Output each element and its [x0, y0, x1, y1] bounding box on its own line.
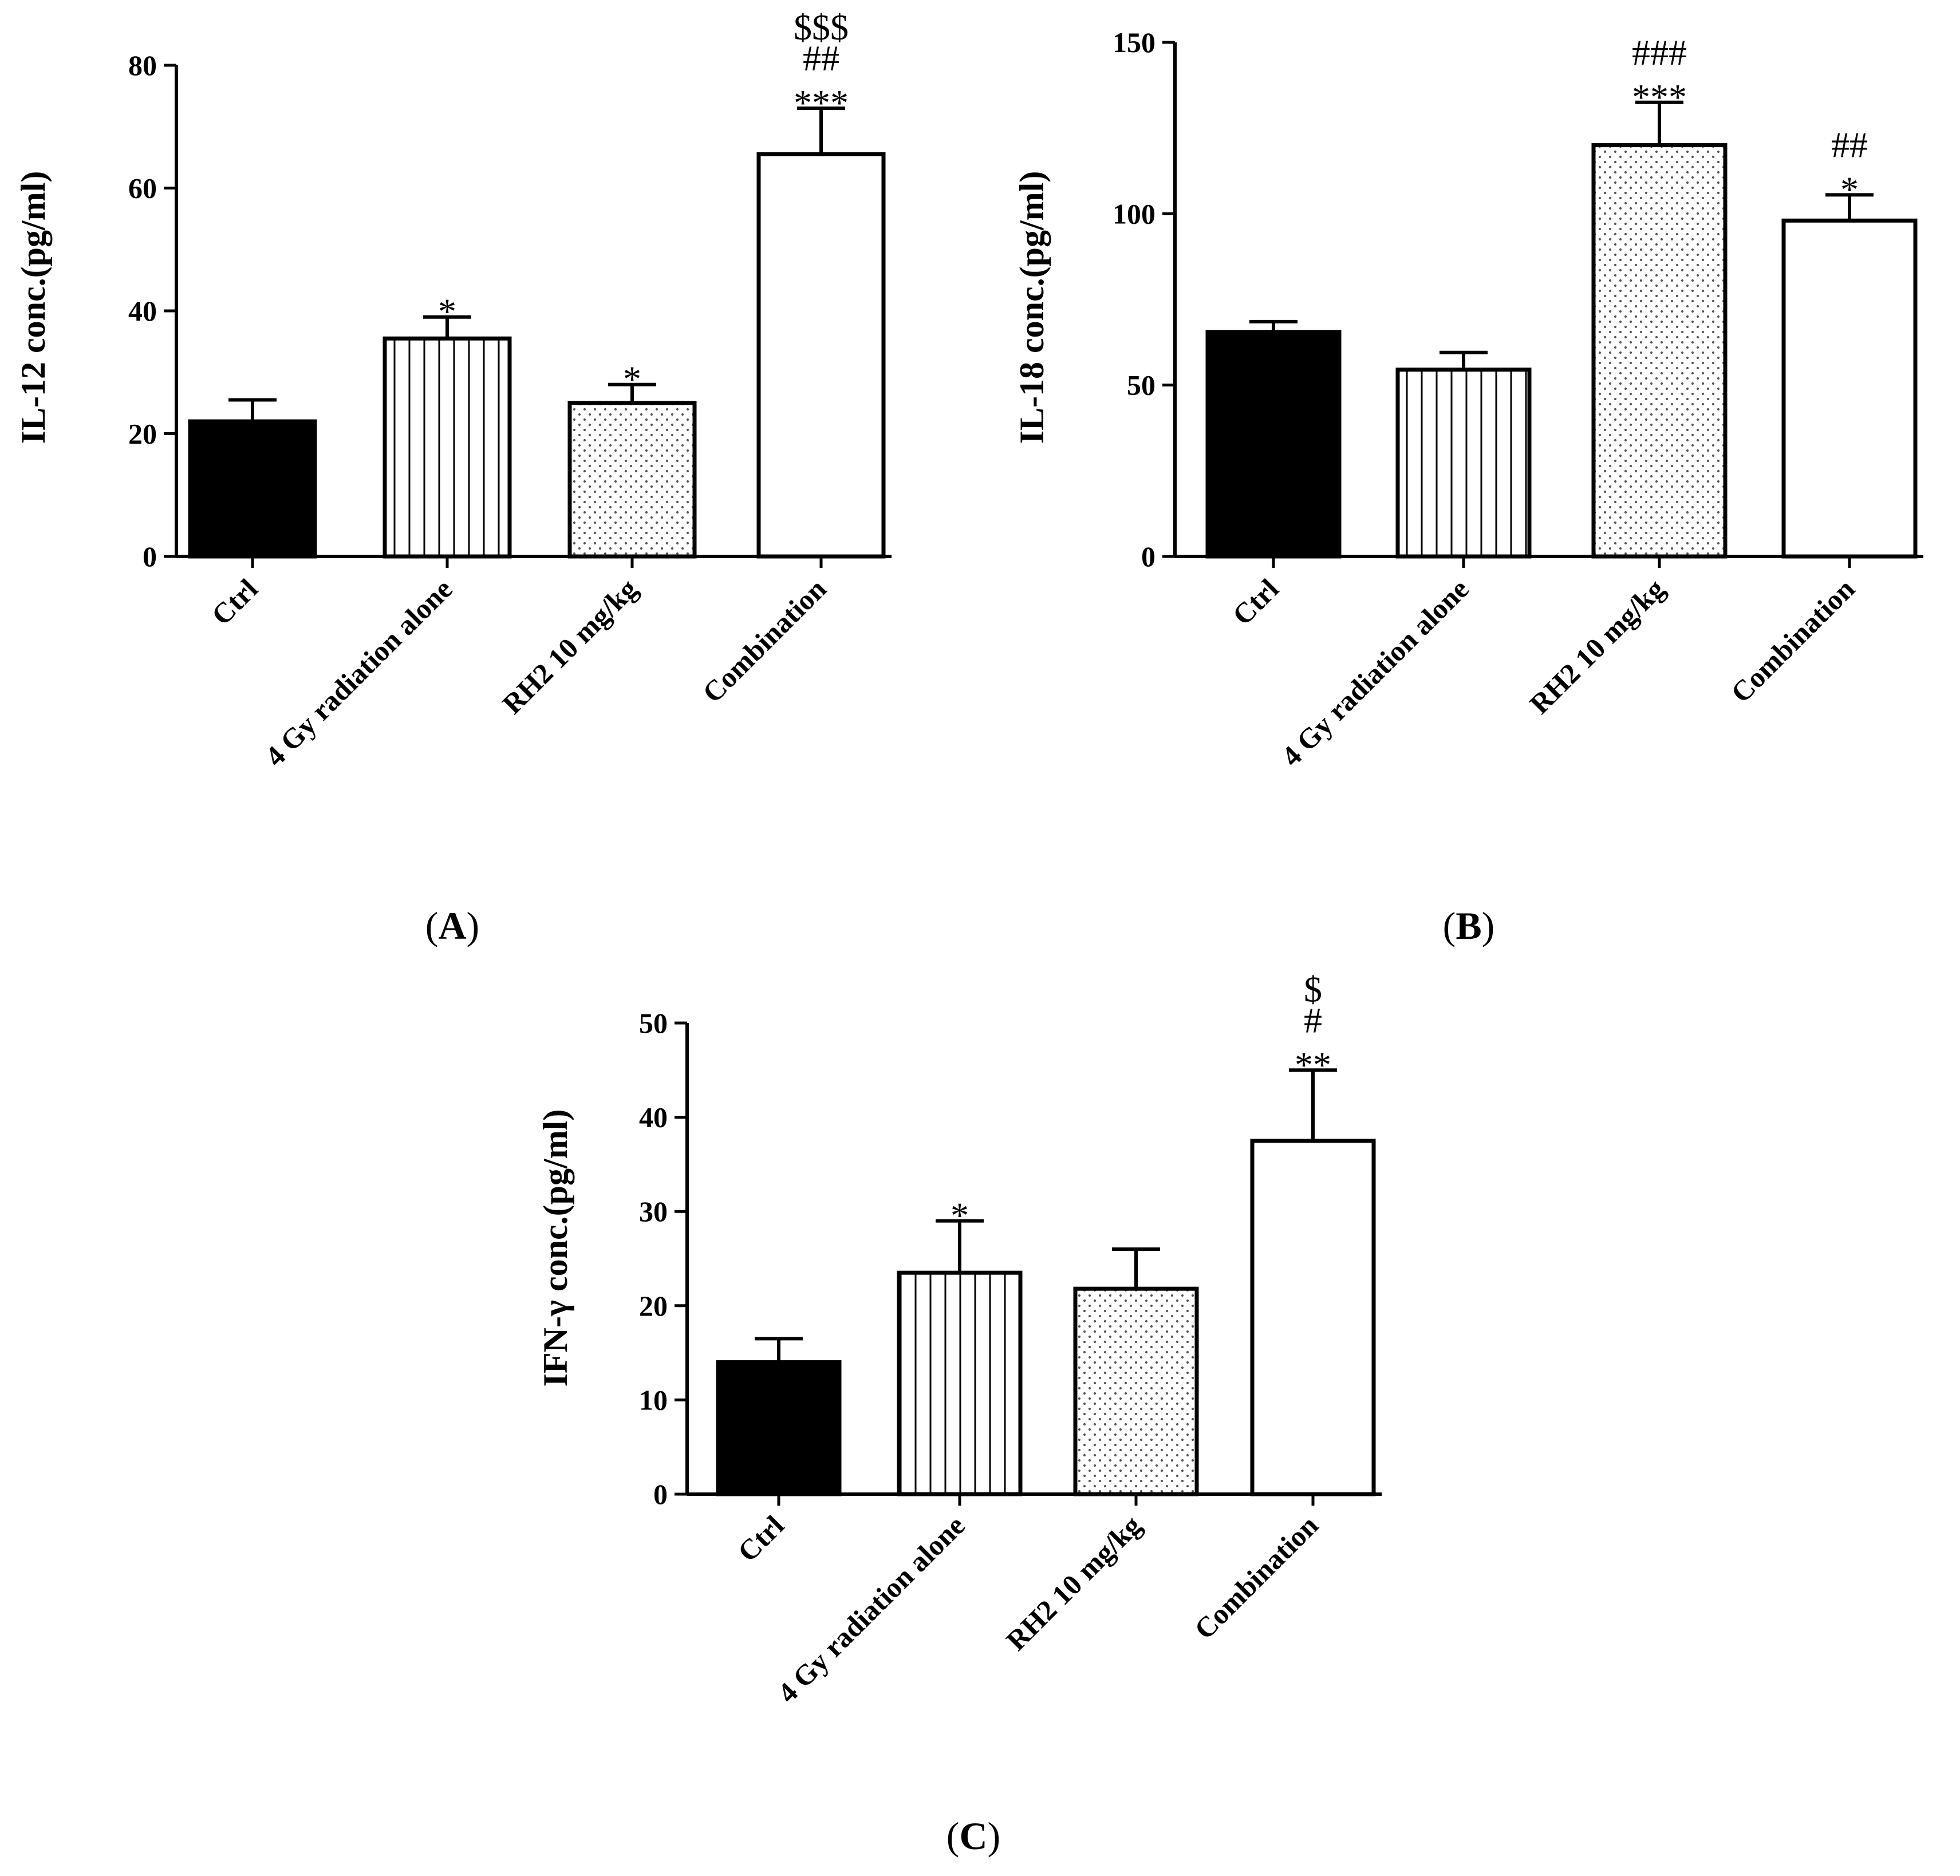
bar [1781, 218, 1918, 559]
y-tick-label: 100 [1113, 198, 1156, 230]
significance-label: ### [1632, 32, 1687, 73]
panel-label: (A) [425, 904, 479, 947]
panel-label: (C) [947, 1814, 1000, 1858]
panel-label: (B) [1443, 904, 1495, 947]
y-tick-label: 40 [128, 295, 157, 327]
y-tick-label: 0 [1141, 540, 1156, 572]
x-tick-label: Ctrl [205, 572, 263, 631]
y-axis-title: IL-12 conc.(pg/ml) [14, 171, 52, 444]
bar [716, 1360, 842, 1496]
x-tick-label: 4 Gy radiation alone [771, 1509, 971, 1709]
significance-label: ## [803, 38, 839, 78]
significance-label: *** [1632, 77, 1687, 117]
y-tick-label: 40 [639, 1101, 668, 1134]
significance-label: ## [1831, 124, 1868, 165]
significance-label: # [1304, 1000, 1322, 1040]
bar [1395, 368, 1532, 559]
bar [188, 419, 317, 559]
y-axis-title: IFN-γ conc.(pg/ml) [537, 1109, 574, 1387]
y-tick-label: 80 [128, 49, 157, 81]
x-tick-label: RH2 10 mg/kg [1523, 572, 1671, 720]
y-tick-label: 0 [653, 1478, 668, 1510]
significance-label: * [623, 359, 641, 400]
y-tick-label: 60 [128, 172, 157, 204]
y-tick-label: 30 [639, 1195, 668, 1227]
bar [897, 1270, 1023, 1496]
x-tick-label: RH2 10 mg/kg [1000, 1509, 1147, 1657]
bar [1205, 330, 1342, 559]
significance-label: $ [1304, 969, 1322, 1009]
bar [567, 401, 697, 559]
x-tick-label: Combination [1725, 572, 1861, 709]
significance-label: * [951, 1195, 969, 1236]
x-tick-label: Ctrl [731, 1509, 790, 1567]
panel-c-chart: IFN-γ conc.(pg/ml) (C) 0 10 20 30 40 50 Ctrl4 … [537, 969, 1382, 1858]
y-tick-label: 10 [639, 1384, 668, 1416]
bar [382, 336, 512, 559]
x-tick-label: 4 Gy radiation alone [259, 572, 459, 772]
y-tick-label: 20 [639, 1290, 668, 1322]
significance-label: $$$ [794, 7, 849, 48]
x-tick-label: RH2 10 mg/kg [496, 572, 644, 720]
significance-label: * [1840, 169, 1859, 210]
y-tick-label: 50 [639, 1007, 668, 1039]
significance-label: ** [1295, 1044, 1331, 1085]
significance-label: *** [794, 82, 849, 123]
y-tick-label: 20 [128, 418, 157, 450]
x-tick-label: Combination [696, 572, 833, 709]
significance-label: * [438, 291, 456, 332]
bar [1591, 143, 1728, 559]
x-tick-label: Ctrl [1226, 572, 1284, 631]
y-tick-label: 150 [1113, 26, 1156, 58]
x-tick-label: Combination [1188, 1509, 1324, 1645]
bar [1250, 1139, 1376, 1496]
y-axis-title: IL-18 conc.(pg/ml) [1013, 171, 1051, 444]
bar [1073, 1286, 1199, 1496]
x-tick-label: 4 Gy radiation alone [1275, 572, 1475, 772]
y-tick-label: 50 [1127, 369, 1156, 401]
y-tick-label: 0 [143, 540, 157, 572]
bar [756, 152, 886, 559]
